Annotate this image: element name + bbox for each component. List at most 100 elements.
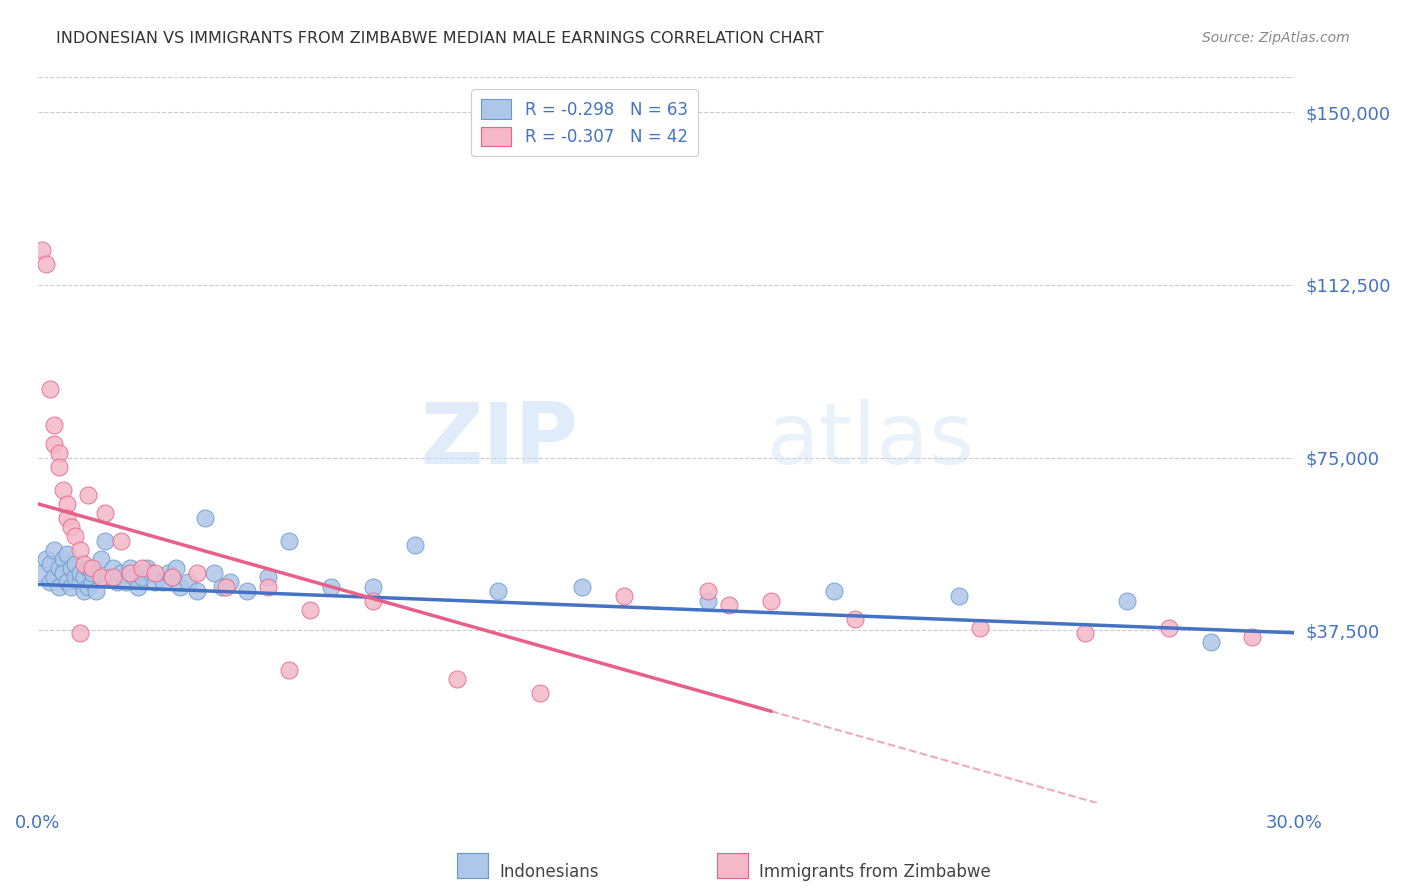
Point xyxy=(93,506,115,520)
Point xyxy=(77,580,100,594)
Legend: R = -0.298   N = 63, R = -0.307   N = 42: R = -0.298 N = 63, R = -0.307 N = 42 xyxy=(471,89,697,156)
Point xyxy=(1241,631,1264,645)
Point xyxy=(446,672,468,686)
Point xyxy=(82,566,104,580)
Point xyxy=(48,446,70,460)
Point xyxy=(969,621,991,635)
Point xyxy=(177,575,200,590)
Point xyxy=(82,575,104,590)
Point xyxy=(48,580,70,594)
Text: atlas: atlas xyxy=(766,399,974,482)
Point xyxy=(69,542,91,557)
Point xyxy=(127,580,149,594)
Point xyxy=(93,533,115,548)
Point xyxy=(697,584,720,599)
Point xyxy=(101,561,124,575)
Point xyxy=(257,580,280,594)
Text: Indonesians: Indonesians xyxy=(499,863,599,881)
Point xyxy=(44,437,66,451)
Point xyxy=(844,612,866,626)
Point xyxy=(211,580,233,594)
Point xyxy=(298,603,321,617)
Point xyxy=(101,570,124,584)
Point xyxy=(1157,621,1180,635)
Point xyxy=(39,382,62,396)
Point xyxy=(1074,625,1097,640)
Point xyxy=(759,593,782,607)
Point xyxy=(219,575,242,590)
Point xyxy=(52,483,75,497)
Point xyxy=(73,584,96,599)
Point xyxy=(215,580,238,594)
Point xyxy=(1115,593,1137,607)
Point xyxy=(48,561,70,575)
Text: ZIP: ZIP xyxy=(420,399,578,482)
Point xyxy=(56,510,79,524)
Point xyxy=(122,570,145,584)
Point xyxy=(110,566,132,580)
Point xyxy=(56,548,79,562)
Point xyxy=(139,566,162,580)
Point xyxy=(69,575,91,590)
Point xyxy=(131,570,153,584)
Point xyxy=(60,520,83,534)
Point xyxy=(31,244,53,258)
Point xyxy=(69,566,91,580)
Point xyxy=(110,533,132,548)
Point xyxy=(278,533,301,548)
Point xyxy=(257,570,280,584)
Point xyxy=(86,584,108,599)
Point xyxy=(97,570,120,584)
Point xyxy=(404,538,426,552)
Point xyxy=(44,418,66,433)
Point xyxy=(48,459,70,474)
Point xyxy=(69,625,91,640)
Point xyxy=(488,584,510,599)
Point xyxy=(60,580,83,594)
Point xyxy=(131,561,153,575)
Point xyxy=(73,557,96,571)
Point xyxy=(169,580,191,594)
Point xyxy=(156,566,179,580)
Point xyxy=(105,575,128,590)
Point xyxy=(35,257,58,271)
Point xyxy=(160,570,183,584)
Point xyxy=(65,529,87,543)
Point xyxy=(135,561,157,575)
Point xyxy=(118,561,141,575)
Point xyxy=(613,589,636,603)
Point xyxy=(44,542,66,557)
Point xyxy=(56,575,79,590)
Point xyxy=(143,575,166,590)
Point xyxy=(152,575,174,590)
Point xyxy=(77,487,100,501)
Point xyxy=(143,566,166,580)
Point xyxy=(82,561,104,575)
Point xyxy=(35,552,58,566)
Point xyxy=(361,580,384,594)
Point xyxy=(56,497,79,511)
Point xyxy=(717,598,740,612)
Point xyxy=(823,584,845,599)
Point xyxy=(1199,635,1222,649)
Point xyxy=(77,561,100,575)
Point xyxy=(39,557,62,571)
Point xyxy=(52,566,75,580)
Point xyxy=(114,575,136,590)
Point xyxy=(948,589,970,603)
Point xyxy=(186,584,208,599)
Point xyxy=(278,663,301,677)
Point xyxy=(89,552,111,566)
Point xyxy=(60,561,83,575)
Point xyxy=(118,566,141,580)
Point xyxy=(165,561,187,575)
Point xyxy=(571,580,593,594)
Text: Source: ZipAtlas.com: Source: ZipAtlas.com xyxy=(1202,31,1350,45)
Point xyxy=(186,566,208,580)
Point xyxy=(31,566,53,580)
Point xyxy=(361,593,384,607)
Text: INDONESIAN VS IMMIGRANTS FROM ZIMBABWE MEDIAN MALE EARNINGS CORRELATION CHART: INDONESIAN VS IMMIGRANTS FROM ZIMBABWE M… xyxy=(56,31,824,46)
Point xyxy=(202,566,225,580)
Point xyxy=(65,570,87,584)
Point xyxy=(529,686,551,700)
